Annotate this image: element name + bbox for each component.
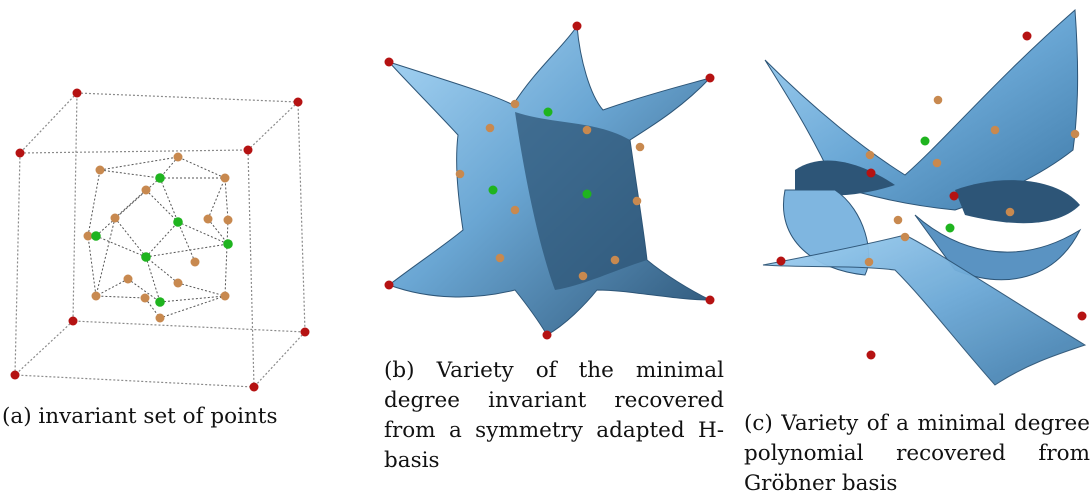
inner-points bbox=[91, 173, 233, 307]
middle-points bbox=[455, 99, 645, 281]
cube-wireframe bbox=[14, 92, 306, 388]
caption-a: (a) invariant set of points bbox=[2, 404, 278, 429]
figure-c-variety bbox=[762, 8, 1087, 386]
middle-points bbox=[83, 152, 233, 323]
caption-b: (b) Variety of the minimal degree invari… bbox=[384, 358, 724, 473]
inner-points bbox=[920, 136, 955, 233]
lower-sheet bbox=[762, 234, 1087, 386]
middle-points bbox=[864, 95, 1080, 267]
figure-b-variety bbox=[384, 21, 715, 340]
outer-points bbox=[10, 88, 310, 392]
caption-c: (c) Variety of a minimal degree polynomi… bbox=[744, 411, 1090, 496]
inner-points bbox=[488, 107, 592, 199]
inner-polytope bbox=[87, 156, 229, 319]
outer-points bbox=[384, 21, 715, 340]
outer-points bbox=[776, 31, 1087, 360]
figure-a-point-set bbox=[10, 88, 310, 392]
